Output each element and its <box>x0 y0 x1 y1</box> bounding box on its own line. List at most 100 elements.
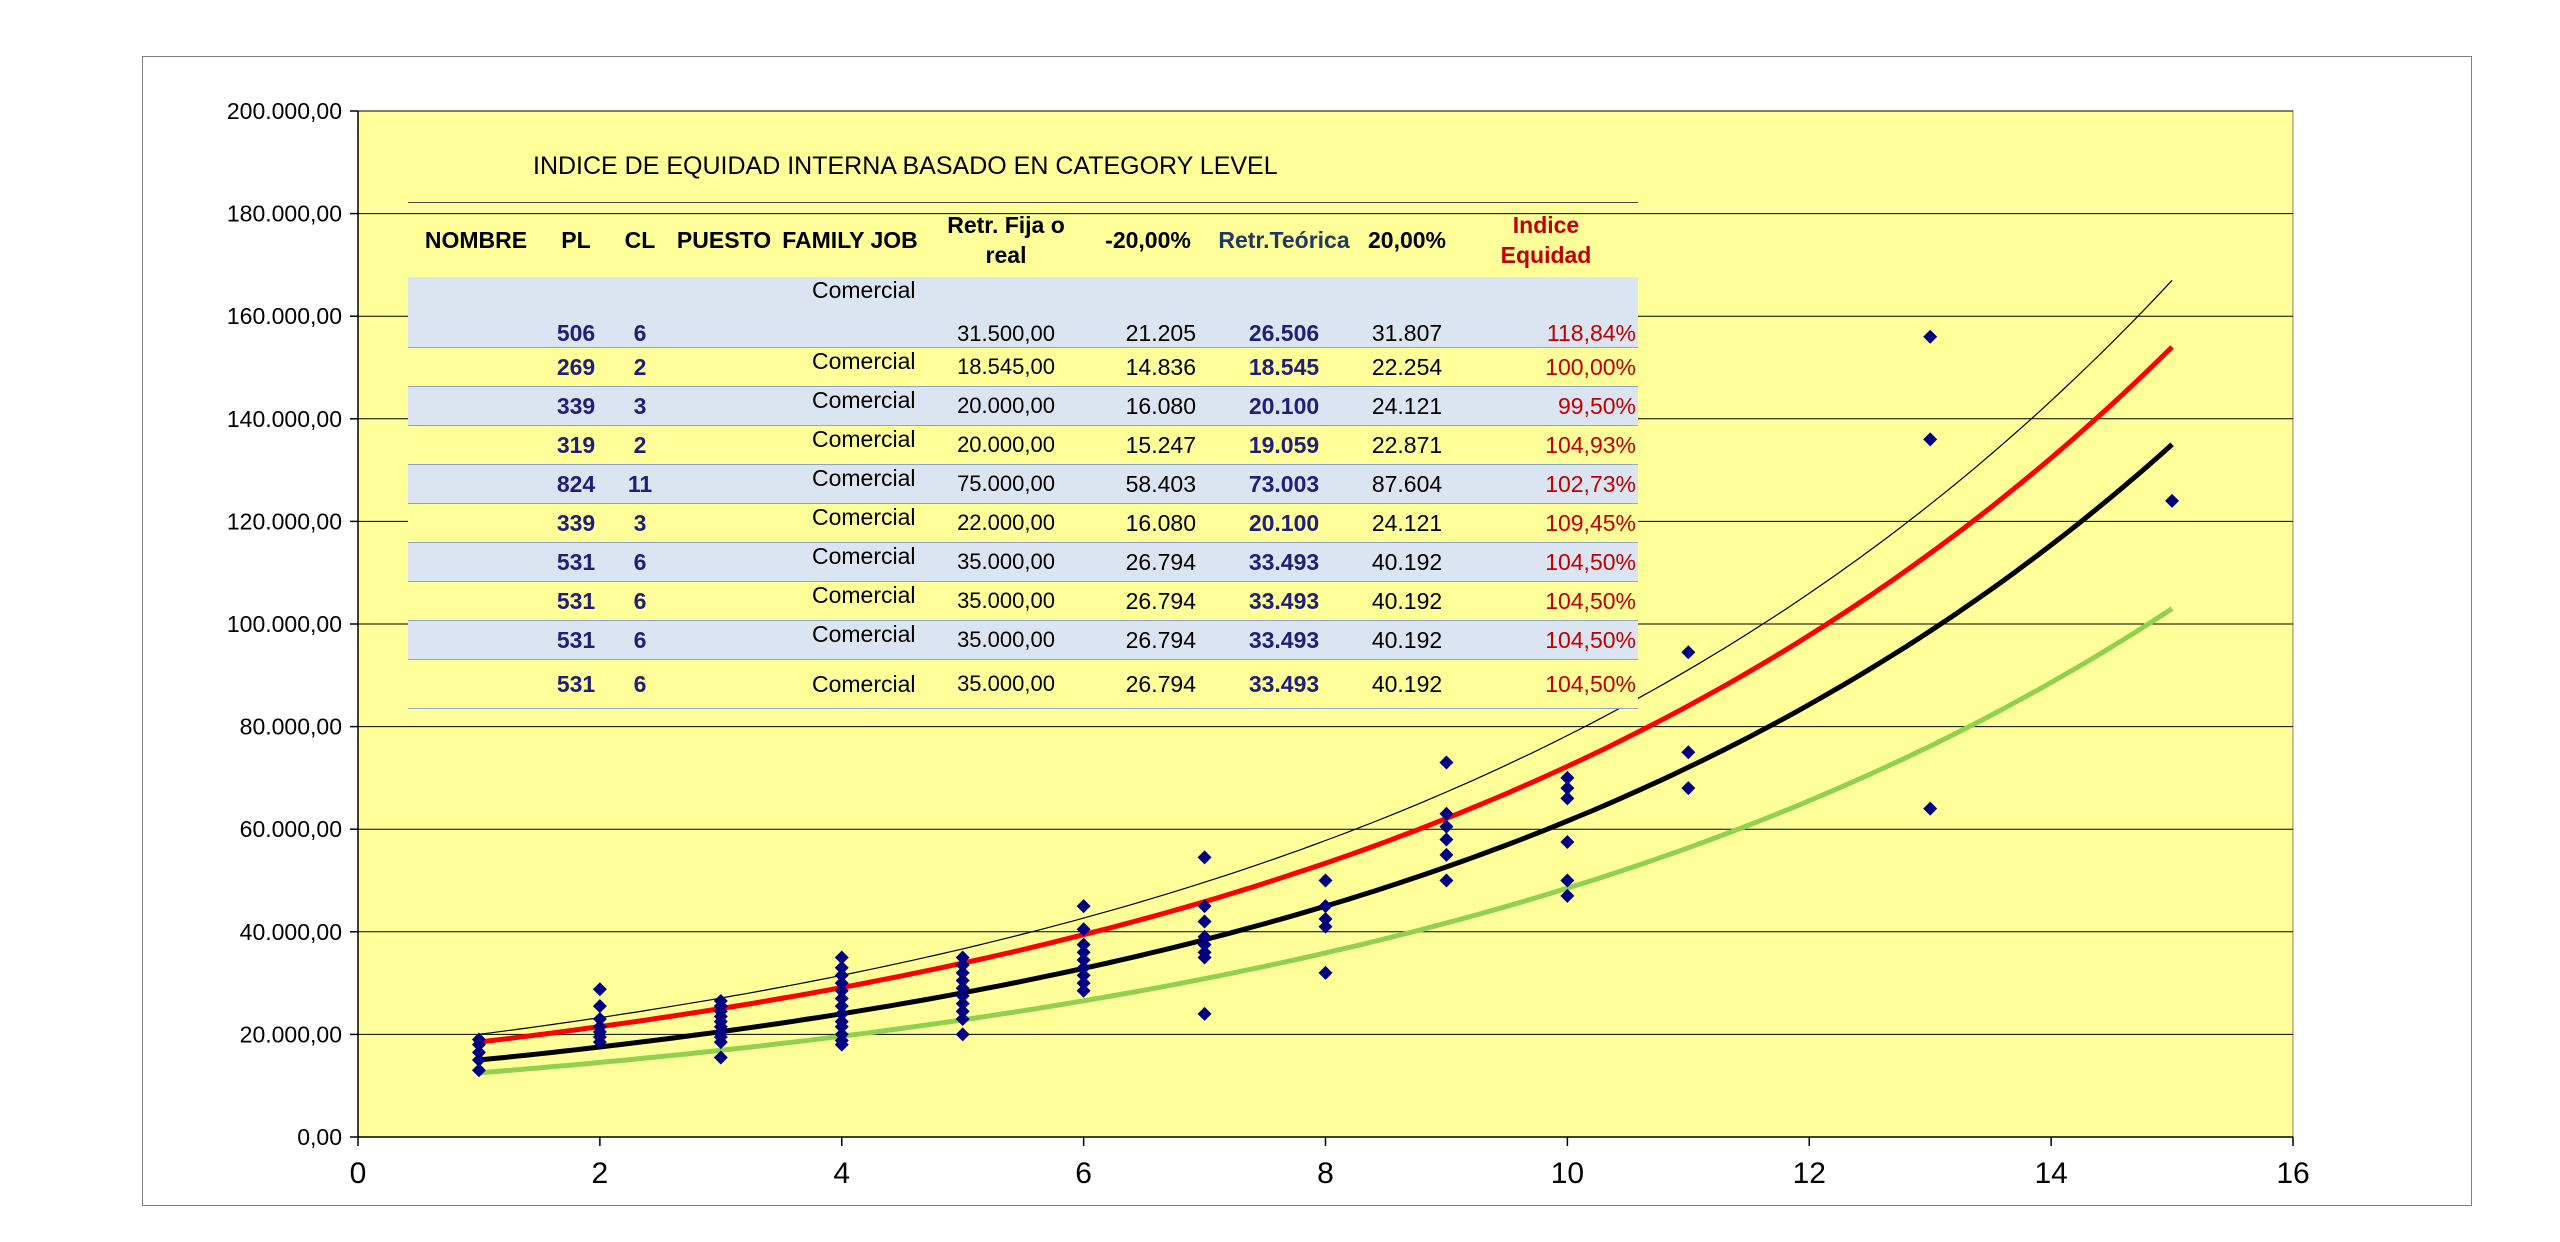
data-point <box>1439 847 1454 862</box>
cell-pl: 531 <box>544 659 608 709</box>
data-point <box>592 1019 607 1034</box>
cell-real: 35.000,00 <box>924 581 1088 621</box>
data-point <box>1318 919 1333 934</box>
cell-cl: 6 <box>608 542 672 582</box>
data-point <box>1439 873 1454 888</box>
y-tick-label: 180.000,00 <box>227 201 342 227</box>
data-point <box>834 1014 849 1029</box>
data-point <box>1318 911 1333 926</box>
cell-puesto <box>672 464 776 504</box>
header-indice: Indice Equidad <box>1454 203 1638 278</box>
cell-indice: 102,73% <box>1454 464 1638 504</box>
data-point <box>1681 781 1696 796</box>
cell-indice: 109,45% <box>1454 503 1638 543</box>
data-point <box>1439 819 1454 834</box>
header-real-line2: real <box>985 242 1027 268</box>
cell-teorica: 18.545 <box>1208 347 1360 387</box>
equity-table: NOMBRE PL CL PUESTO FAMILY JOB Retr. Fij… <box>408 202 1638 709</box>
data-point <box>1076 899 1091 914</box>
data-point <box>955 1004 970 1019</box>
data-point <box>955 981 970 996</box>
cell-indice: 104,50% <box>1454 542 1638 582</box>
cell-indice: 118,84% <box>1454 277 1638 348</box>
cell-cl: 3 <box>608 503 672 543</box>
cell-family: Comercial <box>776 581 924 621</box>
data-point <box>1197 850 1212 865</box>
cell-family: Comercial <box>776 277 924 348</box>
data-point <box>834 999 849 1014</box>
data-point <box>955 958 970 973</box>
cell-nombre <box>408 425 544 465</box>
data-point <box>1197 1006 1212 1021</box>
cell-minus: 16.080 <box>1088 386 1208 426</box>
data-point <box>1197 914 1212 929</box>
cell-family: Comercial <box>776 659 924 709</box>
cell-pl: 531 <box>544 542 608 582</box>
cell-cl: 6 <box>608 620 672 660</box>
cell-plus: 87.604 <box>1360 464 1454 504</box>
cell-pl: 339 <box>544 386 608 426</box>
data-point <box>1318 965 1333 980</box>
cell-real: 20.000,00 <box>924 386 1088 426</box>
data-point <box>834 991 849 1006</box>
cell-pl: 269 <box>544 347 608 387</box>
y-tick-label: 160.000,00 <box>227 303 342 329</box>
cell-puesto <box>672 581 776 621</box>
cell-teorica: 20.100 <box>1208 503 1360 543</box>
cell-real: 35.000,00 <box>924 542 1088 582</box>
cell-family: Comercial <box>776 620 924 660</box>
cell-family: Comercial <box>776 542 924 582</box>
table-row: 339 3 Comercial 22.000,00 16.080 20.100 24.121… <box>408 503 1638 543</box>
data-point <box>1076 945 1091 960</box>
data-point <box>1923 432 1938 447</box>
data-point <box>1197 937 1212 952</box>
y-tick-label: 140.000,00 <box>227 406 342 432</box>
data-point <box>471 1032 486 1047</box>
header-teorica: Retr.Teórica <box>1218 227 1350 253</box>
x-tick-label: 12 <box>1793 1157 1826 1190</box>
data-point <box>1076 953 1091 968</box>
cell-puesto <box>672 503 776 543</box>
data-point <box>471 1053 486 1068</box>
cell-nombre <box>408 347 544 387</box>
trend-line-2 <box>478 606 2174 1076</box>
cell-indice: 100,00% <box>1454 347 1638 387</box>
x-tick-label: 14 <box>2034 1157 2067 1190</box>
y-tick-label: 120.000,00 <box>227 508 342 534</box>
table-header-row: NOMBRE PL CL PUESTO FAMILY JOB Retr. Fij… <box>408 202 1638 278</box>
data-point <box>955 988 970 1003</box>
cell-puesto <box>672 542 776 582</box>
cell-cl: 6 <box>608 659 672 709</box>
cell-puesto <box>672 659 776 709</box>
data-point <box>1076 976 1091 991</box>
table-title: INDICE DE EQUIDAD INTERNA BASADO EN CATE… <box>533 152 1278 180</box>
cell-family: Comercial <box>776 347 924 387</box>
data-point <box>955 950 970 965</box>
x-tick-label: 6 <box>1075 1157 1092 1190</box>
data-point <box>1439 755 1454 770</box>
cell-indice: 104,93% <box>1454 425 1638 465</box>
data-point <box>834 968 849 983</box>
header-plus: 20,00% <box>1367 227 1446 253</box>
cell-real: 75.000,00 <box>924 464 1088 504</box>
header-pl: PL <box>561 227 591 253</box>
cell-pl: 531 <box>544 581 608 621</box>
cell-minus: 15.247 <box>1088 425 1208 465</box>
cell-plus: 40.192 <box>1360 659 1454 709</box>
cell-teorica: 73.003 <box>1208 464 1360 504</box>
table-row: 531 6 Comercial 35.000,00 26.794 33.493 40.192… <box>408 581 1638 621</box>
y-tick-label: 0,00 <box>297 1124 342 1150</box>
data-point <box>1439 832 1454 847</box>
cell-nombre <box>408 581 544 621</box>
table-body: 506 6 Comercial 31.500,00 21.205 26.506 31.807… <box>408 277 1638 709</box>
cell-puesto <box>672 277 776 348</box>
cell-minus: 26.794 <box>1088 659 1208 709</box>
data-point <box>1197 929 1212 944</box>
cell-nombre <box>408 659 544 709</box>
data-point <box>1560 835 1575 850</box>
data-point <box>834 950 849 965</box>
cell-cl: 2 <box>608 425 672 465</box>
data-point <box>834 1027 849 1042</box>
data-point <box>955 965 970 980</box>
cell-real: 18.545,00 <box>924 347 1088 387</box>
